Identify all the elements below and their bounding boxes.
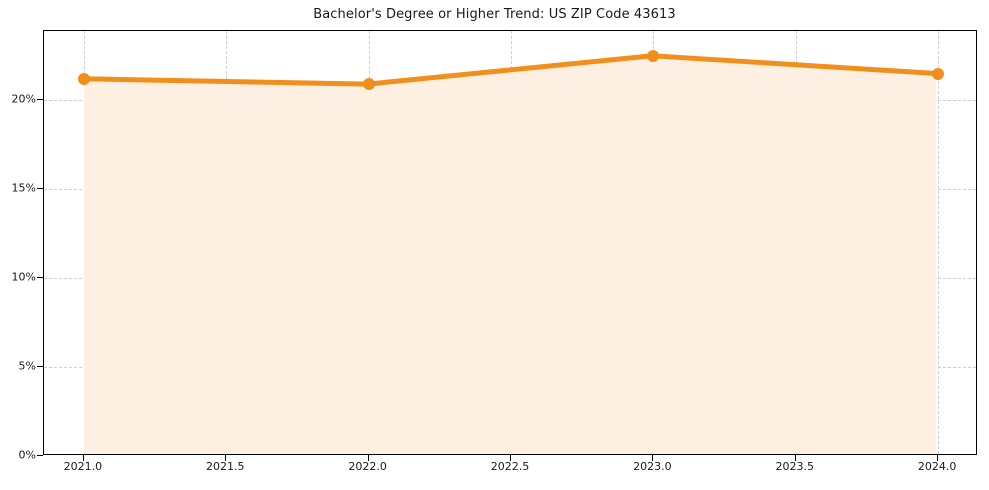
data-point-marker (77, 73, 90, 85)
data-point-marker (647, 49, 660, 62)
area-fill-path (83, 55, 937, 454)
x-axis-tick-mark (510, 455, 511, 461)
data-point-marker (362, 78, 375, 91)
y-axis-tick-marks (0, 30, 43, 456)
x-axis-tick-label: 2021.5 (205, 460, 245, 473)
y-axis-tick-mark (37, 277, 43, 279)
x-axis-tick-label: 2021.0 (63, 460, 103, 473)
y-axis-tick-label: 10% (11, 270, 36, 284)
x-axis-tick-label: 2023.0 (633, 460, 672, 473)
chart-title: Bachelor's Degree or Higher Trend: US ZI… (313, 7, 676, 22)
y-axis-tick-mark (37, 188, 43, 190)
y-axis-tick-mark (37, 99, 43, 101)
trend-line-path (81, 53, 939, 87)
x-axis-tick-label: 2022.5 (490, 460, 530, 473)
y-axis-tick-label: 20% (11, 92, 36, 106)
gridline-vertical (938, 31, 940, 454)
x-axis-tick-mark (937, 455, 939, 461)
y-axis-tick-mark (37, 366, 43, 368)
x-axis-tick-labels: 2021.0 2021.5 2022.0 2022.5 2023.0 2023.5 2024… (43, 460, 977, 482)
y-axis-tick-labels: 0% 5% 10% 15% 20% (0, 30, 36, 462)
line-layer (44, 31, 976, 454)
area-fill-layer (44, 31, 976, 454)
data-point-marker (932, 67, 945, 80)
x-axis-tick-marks (43, 455, 977, 463)
y-axis-tick-label: 0% (18, 448, 36, 462)
x-axis-tick-mark (225, 455, 227, 461)
plot-area (43, 30, 977, 455)
x-axis-tick-label: 2022.0 (348, 460, 387, 473)
x-axis-tick-label: 2024.0 (917, 460, 957, 473)
x-axis-tick-mark (652, 455, 654, 461)
x-axis-tick-mark (367, 455, 369, 461)
y-axis-tick-mark (37, 455, 43, 456)
y-axis-tick-label: 5% (18, 359, 36, 373)
x-axis-tick-mark (794, 455, 796, 461)
trend-line-svg (81, 53, 939, 87)
y-axis-tick-label: 15% (11, 181, 36, 195)
area-fill-svg (83, 55, 937, 454)
x-axis-tick-mark (82, 455, 84, 461)
data-point-markers (44, 31, 976, 454)
x-axis-tick-label: 2023.5 (775, 460, 815, 473)
